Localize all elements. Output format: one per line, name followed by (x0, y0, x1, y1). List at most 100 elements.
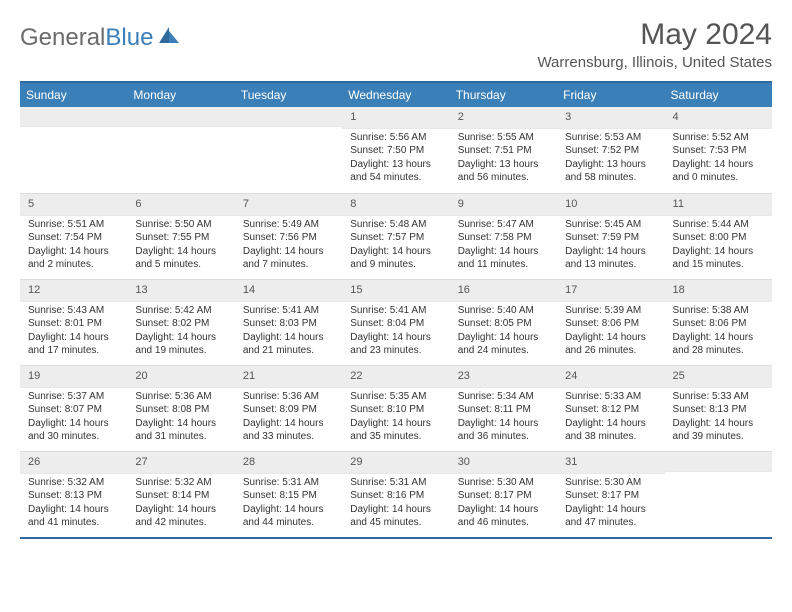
calendar-cell: 30Sunrise: 5:30 AMSunset: 8:17 PMDayligh… (450, 451, 557, 537)
daylight-text: Daylight: 14 hours and 17 minutes. (28, 331, 122, 358)
sunset-text: Sunset: 7:53 PM (673, 144, 767, 158)
calendar-cell (665, 451, 772, 537)
day-content: Sunrise: 5:31 AMSunset: 8:15 PMDaylight:… (235, 474, 342, 536)
sunset-text: Sunset: 8:15 PM (243, 489, 337, 503)
day-number: 15 (342, 280, 449, 302)
calendar-cell: 9Sunrise: 5:47 AMSunset: 7:58 PMDaylight… (450, 193, 557, 279)
calendar-cell: 20Sunrise: 5:36 AMSunset: 8:08 PMDayligh… (127, 365, 234, 451)
calendar-cell: 8Sunrise: 5:48 AMSunset: 7:57 PMDaylight… (342, 193, 449, 279)
day-content: Sunrise: 5:56 AMSunset: 7:50 PMDaylight:… (342, 129, 449, 191)
day-number: 7 (235, 194, 342, 216)
sunrise-text: Sunrise: 5:34 AM (458, 390, 552, 404)
sunrise-text: Sunrise: 5:31 AM (350, 476, 444, 490)
sunset-text: Sunset: 8:12 PM (565, 403, 659, 417)
day-content: Sunrise: 5:39 AMSunset: 8:06 PMDaylight:… (557, 302, 664, 364)
sunset-text: Sunset: 7:56 PM (243, 231, 337, 245)
daylight-text: Daylight: 14 hours and 23 minutes. (350, 331, 444, 358)
sunset-text: Sunset: 8:09 PM (243, 403, 337, 417)
header: GeneralBlue May 2024 Warrensburg, Illino… (20, 18, 772, 71)
daylight-text: Daylight: 14 hours and 11 minutes. (458, 245, 552, 272)
day-number: 21 (235, 366, 342, 388)
sunrise-text: Sunrise: 5:40 AM (458, 304, 552, 318)
weekday-label: Sunday (20, 83, 127, 107)
daylight-text: Daylight: 13 hours and 56 minutes. (458, 158, 552, 185)
daylight-text: Daylight: 14 hours and 36 minutes. (458, 417, 552, 444)
sunrise-text: Sunrise: 5:38 AM (673, 304, 767, 318)
day-number: 8 (342, 194, 449, 216)
calendar-cell: 25Sunrise: 5:33 AMSunset: 8:13 PMDayligh… (665, 365, 772, 451)
calendar-cell: 13Sunrise: 5:42 AMSunset: 8:02 PMDayligh… (127, 279, 234, 365)
sunset-text: Sunset: 8:06 PM (673, 317, 767, 331)
calendar-cell (127, 107, 234, 193)
day-number: 3 (557, 107, 664, 129)
sunset-text: Sunset: 8:16 PM (350, 489, 444, 503)
calendar-cell (20, 107, 127, 193)
sunrise-text: Sunrise: 5:33 AM (565, 390, 659, 404)
calendar-cell: 21Sunrise: 5:36 AMSunset: 8:09 PMDayligh… (235, 365, 342, 451)
day-content: Sunrise: 5:33 AMSunset: 8:12 PMDaylight:… (557, 388, 664, 450)
day-content: Sunrise: 5:49 AMSunset: 7:56 PMDaylight:… (235, 216, 342, 278)
day-number: 4 (665, 107, 772, 129)
day-number (127, 107, 234, 127)
calendar-cell: 22Sunrise: 5:35 AMSunset: 8:10 PMDayligh… (342, 365, 449, 451)
weekday-label: Saturday (665, 83, 772, 107)
weekday-label: Tuesday (235, 83, 342, 107)
sunrise-text: Sunrise: 5:41 AM (350, 304, 444, 318)
day-content: Sunrise: 5:45 AMSunset: 7:59 PMDaylight:… (557, 216, 664, 278)
day-content: Sunrise: 5:33 AMSunset: 8:13 PMDaylight:… (665, 388, 772, 450)
sunrise-text: Sunrise: 5:43 AM (28, 304, 122, 318)
calendar-week: 19Sunrise: 5:37 AMSunset: 8:07 PMDayligh… (20, 365, 772, 451)
sunrise-text: Sunrise: 5:36 AM (135, 390, 229, 404)
sail-icon (157, 24, 181, 52)
day-number: 26 (20, 452, 127, 474)
day-content: Sunrise: 5:41 AMSunset: 8:03 PMDaylight:… (235, 302, 342, 364)
day-number: 10 (557, 194, 664, 216)
brand-part1: General (20, 24, 105, 52)
sunset-text: Sunset: 8:14 PM (135, 489, 229, 503)
day-content: Sunrise: 5:44 AMSunset: 8:00 PMDaylight:… (665, 216, 772, 278)
sunset-text: Sunset: 7:57 PM (350, 231, 444, 245)
day-content: Sunrise: 5:38 AMSunset: 8:06 PMDaylight:… (665, 302, 772, 364)
sunset-text: Sunset: 8:01 PM (28, 317, 122, 331)
sunrise-text: Sunrise: 5:45 AM (565, 218, 659, 232)
daylight-text: Daylight: 14 hours and 41 minutes. (28, 503, 122, 530)
day-number: 20 (127, 366, 234, 388)
daylight-text: Daylight: 14 hours and 19 minutes. (135, 331, 229, 358)
sunrise-text: Sunrise: 5:31 AM (243, 476, 337, 490)
daylight-text: Daylight: 14 hours and 31 minutes. (135, 417, 229, 444)
sunrise-text: Sunrise: 5:48 AM (350, 218, 444, 232)
daylight-text: Daylight: 14 hours and 39 minutes. (673, 417, 767, 444)
day-content: Sunrise: 5:53 AMSunset: 7:52 PMDaylight:… (557, 129, 664, 191)
brand-logo: GeneralBlue (20, 18, 181, 52)
calendar-cell: 31Sunrise: 5:30 AMSunset: 8:17 PMDayligh… (557, 451, 664, 537)
calendar: Sunday Monday Tuesday Wednesday Thursday… (20, 81, 772, 539)
sunrise-text: Sunrise: 5:32 AM (135, 476, 229, 490)
weekday-header: Sunday Monday Tuesday Wednesday Thursday… (20, 81, 772, 107)
day-content: Sunrise: 5:52 AMSunset: 7:53 PMDaylight:… (665, 129, 772, 191)
sunset-text: Sunset: 8:06 PM (565, 317, 659, 331)
day-number: 30 (450, 452, 557, 474)
daylight-text: Daylight: 14 hours and 42 minutes. (135, 503, 229, 530)
daylight-text: Daylight: 13 hours and 54 minutes. (350, 158, 444, 185)
calendar-cell: 16Sunrise: 5:40 AMSunset: 8:05 PMDayligh… (450, 279, 557, 365)
day-number: 19 (20, 366, 127, 388)
sunrise-text: Sunrise: 5:51 AM (28, 218, 122, 232)
daylight-text: Daylight: 14 hours and 44 minutes. (243, 503, 337, 530)
calendar-cell: 28Sunrise: 5:31 AMSunset: 8:15 PMDayligh… (235, 451, 342, 537)
calendar-cell: 11Sunrise: 5:44 AMSunset: 8:00 PMDayligh… (665, 193, 772, 279)
calendar-cell: 4Sunrise: 5:52 AMSunset: 7:53 PMDaylight… (665, 107, 772, 193)
sunset-text: Sunset: 8:10 PM (350, 403, 444, 417)
sunset-text: Sunset: 8:13 PM (673, 403, 767, 417)
day-number: 25 (665, 366, 772, 388)
sunset-text: Sunset: 8:00 PM (673, 231, 767, 245)
day-content: Sunrise: 5:42 AMSunset: 8:02 PMDaylight:… (127, 302, 234, 364)
calendar-week: 26Sunrise: 5:32 AMSunset: 8:13 PMDayligh… (20, 451, 772, 537)
sunrise-text: Sunrise: 5:44 AM (673, 218, 767, 232)
day-number: 14 (235, 280, 342, 302)
day-number: 17 (557, 280, 664, 302)
weekday-label: Friday (557, 83, 664, 107)
sunrise-text: Sunrise: 5:49 AM (243, 218, 337, 232)
sunrise-text: Sunrise: 5:30 AM (458, 476, 552, 490)
day-content: Sunrise: 5:32 AMSunset: 8:13 PMDaylight:… (20, 474, 127, 536)
weeks-container: 1Sunrise: 5:56 AMSunset: 7:50 PMDaylight… (20, 107, 772, 537)
